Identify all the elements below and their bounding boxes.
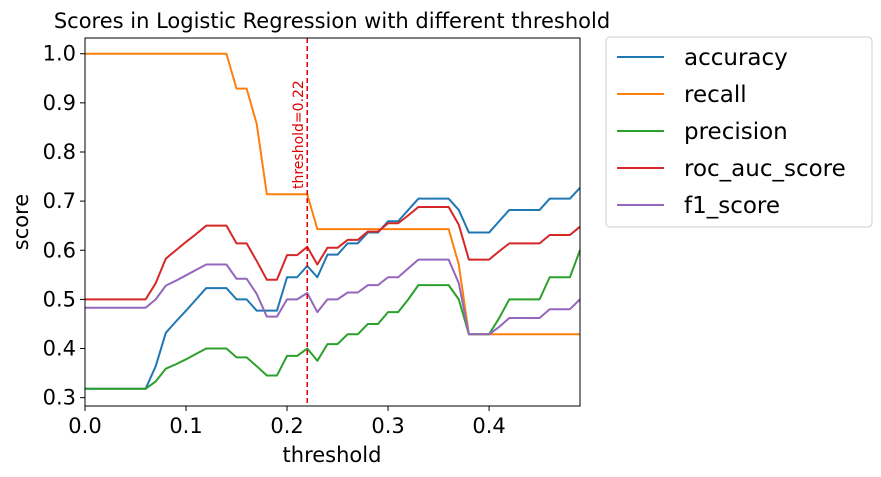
threshold-label: threshold=0.22 bbox=[291, 80, 307, 189]
x-tick-label: 0.0 bbox=[68, 414, 101, 438]
y-tick-label: 1.0 bbox=[43, 42, 76, 66]
legend-box bbox=[605, 36, 873, 228]
y-axis: 0.3 0.4 0.5 0.6 0.7 0.8 0.9 1.0 bbox=[43, 42, 85, 410]
series-line-roc-auc-score bbox=[85, 206, 581, 301]
x-axis: 0.0 0.1 0.2 0.3 0.4 bbox=[68, 406, 506, 438]
plot-frame bbox=[84, 37, 581, 407]
y-tick-label: 0.8 bbox=[43, 140, 76, 164]
annotation-layer: threshold=0.22 bbox=[291, 38, 308, 406]
y-tick-label: 0.4 bbox=[43, 337, 76, 361]
y-tick-label: 0.6 bbox=[43, 238, 76, 262]
y-tick-label: 0.7 bbox=[43, 189, 76, 213]
legend-label-recall: recall bbox=[684, 82, 747, 108]
x-tick-label: 0.3 bbox=[371, 414, 404, 438]
series-line-precision bbox=[85, 249, 581, 390]
legend-label-f1-score: f1_score bbox=[684, 193, 780, 219]
legend-label-roc-auc-score: roc_auc_score bbox=[684, 156, 846, 182]
series-layer bbox=[85, 52, 581, 390]
x-tick-label: 0.1 bbox=[169, 414, 202, 438]
legend-label-accuracy: accuracy bbox=[684, 45, 788, 71]
y-axis-label: score bbox=[9, 194, 33, 250]
y-tick-label: 0.3 bbox=[43, 386, 76, 410]
y-tick-label: 0.9 bbox=[43, 91, 76, 115]
series-line-recall bbox=[85, 52, 580, 336]
plot-area bbox=[85, 38, 580, 406]
series-line-accuracy bbox=[85, 187, 581, 390]
legend-label-precision: precision bbox=[684, 119, 788, 145]
x-tick-label: 0.4 bbox=[472, 414, 505, 438]
legend: accuracy recall precision roc_auc_score f1_s… bbox=[605, 36, 873, 228]
chart-title: Scores in Logistic Regression with diffe… bbox=[54, 9, 610, 33]
x-tick-label: 0.2 bbox=[270, 414, 303, 438]
y-tick-label: 0.5 bbox=[43, 287, 76, 311]
x-axis-label: threshold bbox=[283, 443, 382, 467]
series-line-f1-score bbox=[85, 258, 581, 336]
